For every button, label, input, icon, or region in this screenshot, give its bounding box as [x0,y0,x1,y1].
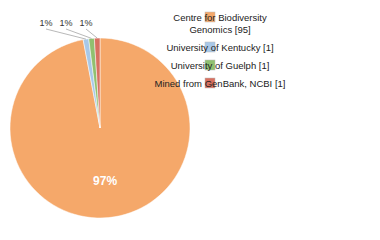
svg-text:Mined from GenBank, NCBI [1]: Mined from GenBank, NCBI [1] [155,78,286,89]
svg-text:1%: 1% [79,18,92,28]
svg-text:1%: 1% [39,18,52,28]
svg-text:1%: 1% [59,18,72,28]
svg-text:University of Guelph [1]: University of Guelph [1] [171,60,270,71]
svg-text:University of Kentucky [1]: University of Kentucky [1] [166,42,273,53]
svg-text:97%: 97% [93,174,117,188]
svg-text:Centre for BiodiversityGenomic: Centre for BiodiversityGenomics [95] [173,12,267,35]
